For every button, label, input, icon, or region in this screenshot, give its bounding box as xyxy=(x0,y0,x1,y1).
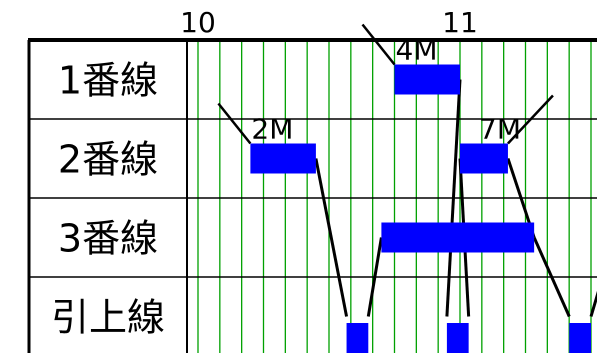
train-tag: 4M xyxy=(396,34,438,67)
move-line xyxy=(314,158,349,317)
track-label: 引上線 xyxy=(51,296,165,340)
move-line xyxy=(532,236,571,318)
occupancy-block xyxy=(394,64,460,95)
track-label: 2番線 xyxy=(58,138,158,182)
occupancy-block xyxy=(346,323,369,353)
time-label: 10 xyxy=(180,6,216,39)
occupancy-block xyxy=(446,323,469,353)
track-label: 1番線 xyxy=(58,59,158,103)
occupancy-block xyxy=(250,143,316,174)
occupancy-block xyxy=(460,143,508,174)
diagram-frame xyxy=(27,38,597,353)
occupancy-block xyxy=(569,323,591,353)
tag-leader-line xyxy=(217,102,252,145)
occupancy-blocks xyxy=(250,64,591,353)
time-label: 11 xyxy=(442,6,478,39)
train-tag: 2M xyxy=(251,113,293,146)
occupancy-block xyxy=(381,222,535,253)
move-line xyxy=(445,79,462,317)
tag-leader-line xyxy=(361,23,396,66)
track-label: 3番線 xyxy=(58,217,158,261)
tag-leader-line xyxy=(507,94,554,145)
shunting-moves xyxy=(314,79,597,318)
move-line xyxy=(366,237,383,317)
time-axis: 10 11 xyxy=(180,6,478,39)
train-tags: 4M 2M 7M xyxy=(217,23,554,146)
train-tag: 7M xyxy=(479,113,521,146)
